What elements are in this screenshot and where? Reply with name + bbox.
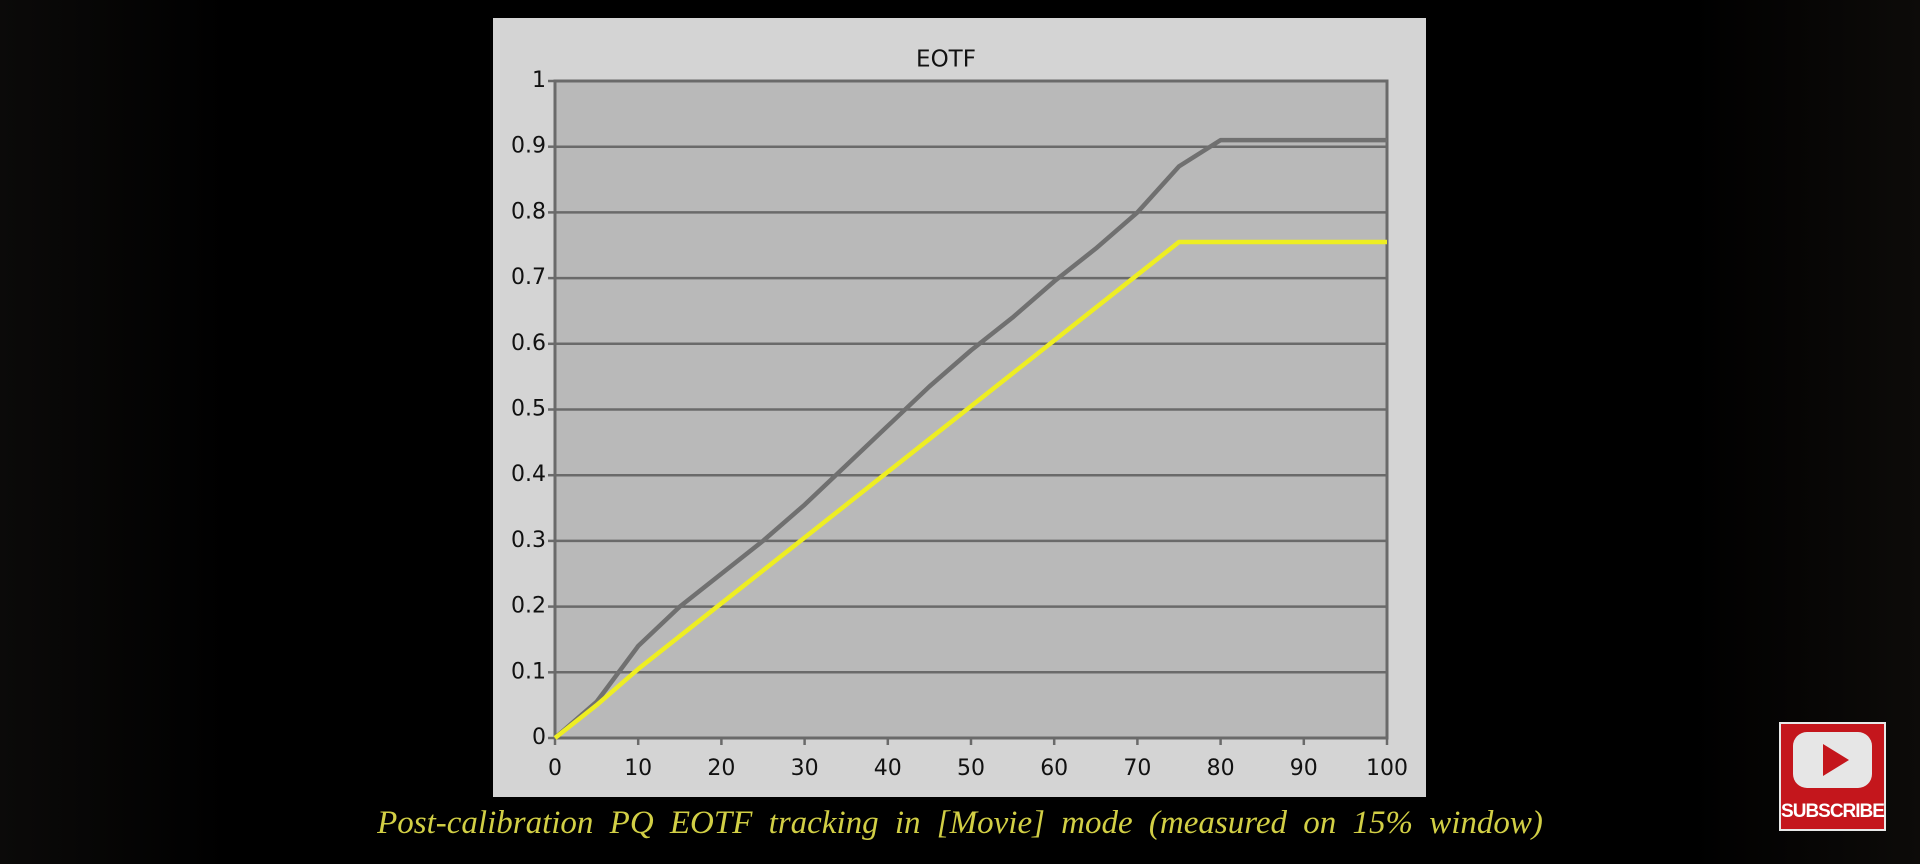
x-tick-label: 70 xyxy=(1123,756,1151,781)
series-line xyxy=(553,239,1387,740)
x-tick-label: 80 xyxy=(1207,756,1235,781)
x-tick-label: 0 xyxy=(548,756,562,781)
x-tick-label: 60 xyxy=(1040,756,1068,781)
series-line xyxy=(553,137,1387,740)
y-tick-label: 0.4 xyxy=(511,462,546,487)
y-tick-label: 0.1 xyxy=(511,659,546,684)
y-tick-label: 0.3 xyxy=(511,528,546,553)
chart: EOTF 00.10.20.30.40.50.60.70.80.910 10 20 3… xyxy=(493,18,1426,797)
x-tick-label: 30 xyxy=(791,756,819,781)
y-tick-label: 1 xyxy=(532,68,546,93)
x-tick-label: 100 xyxy=(1366,756,1408,781)
y-tick-label: 0.8 xyxy=(511,199,546,224)
x-tick-label: 10 xyxy=(624,756,652,781)
x-tick-label: 50 xyxy=(957,756,985,781)
subscribe-button[interactable]: SUBSCRIBE xyxy=(1779,722,1886,831)
y-tick-label: 0.6 xyxy=(511,331,546,356)
caption: Post-calibration PQ EOTF tracking in [Mo… xyxy=(377,805,1543,841)
chart-title: EOTF xyxy=(916,47,976,73)
play-icon xyxy=(1793,732,1872,788)
y-tick-label: 0.9 xyxy=(511,134,546,159)
y-tick-label: 0.7 xyxy=(511,265,546,290)
x-tick-label: 90 xyxy=(1290,756,1318,781)
y-tick-label: 0 xyxy=(532,725,546,750)
y-tick-label: 0.5 xyxy=(511,397,546,422)
subscribe-label[interactable]: SUBSCRIBE xyxy=(1781,801,1885,822)
y-tick-label: 0.2 xyxy=(511,594,546,619)
x-tick-label: 40 xyxy=(874,756,902,781)
x-tick-label: 20 xyxy=(707,756,735,781)
